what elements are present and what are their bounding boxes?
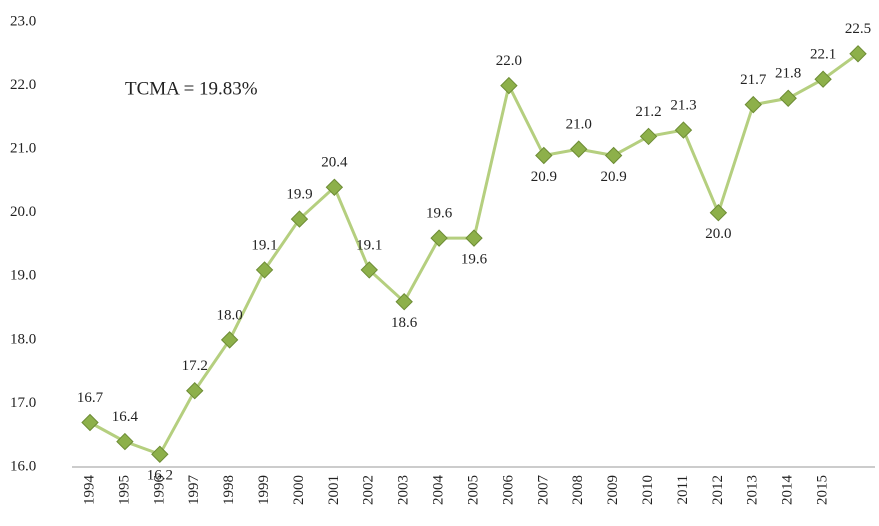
- x-tick-label: 2006: [500, 475, 516, 506]
- value-label: 21.2: [635, 104, 661, 120]
- marker: [849, 45, 867, 63]
- marker: [151, 445, 169, 463]
- marker: [360, 261, 378, 279]
- x-tick-label: 2015: [815, 475, 831, 505]
- value-label: 16.2: [147, 468, 173, 484]
- marker: [325, 178, 344, 196]
- x-tick-label: 1999: [256, 475, 272, 505]
- marker: [430, 229, 448, 247]
- value-label: 19.1: [251, 237, 277, 253]
- y-tick-label: 23.0: [10, 13, 36, 29]
- marker: [814, 70, 832, 88]
- marker: [116, 432, 134, 451]
- marker: [535, 146, 553, 165]
- x-tick-label: 2012: [710, 475, 726, 505]
- marker: [395, 293, 413, 311]
- annotation: TCMA = 19.83%: [125, 78, 258, 99]
- marker: [744, 95, 762, 114]
- y-tick-label: 22.0: [10, 77, 36, 93]
- marker: [639, 127, 658, 146]
- y-tick-label: 18.0: [10, 331, 36, 347]
- x-tick-label: 2005: [465, 475, 481, 505]
- x-tick-label: 1995: [116, 475, 132, 505]
- marker: [674, 121, 693, 139]
- value-label: 16.7: [77, 390, 104, 406]
- x-tick-label: 2014: [780, 475, 796, 506]
- y-tick-label: 21.0: [10, 141, 36, 157]
- value-label: 20.9: [531, 169, 557, 185]
- marker: [220, 331, 239, 349]
- marker: [186, 382, 204, 400]
- y-tick-label: 17.0: [10, 395, 36, 411]
- marker: [255, 261, 274, 279]
- x-tick-label: 2007: [535, 475, 551, 506]
- marker: [290, 210, 309, 228]
- value-label: 22.1: [810, 47, 836, 63]
- value-label: 21.3: [670, 98, 696, 114]
- x-tick-label: 2013: [745, 475, 761, 505]
- x-tick-label: 2001: [326, 475, 342, 505]
- x-tick-label: 2011: [675, 475, 691, 504]
- value-label: 20.4: [321, 155, 348, 171]
- x-tick-label: 1996: [151, 475, 167, 506]
- value-label: 21.8: [775, 66, 801, 82]
- value-label: 22.5: [845, 21, 871, 37]
- value-label: 19.6: [461, 252, 488, 268]
- value-label: 21.7: [740, 72, 767, 88]
- value-label: 19.1: [356, 237, 382, 253]
- marker: [779, 89, 797, 107]
- x-tick-label: 2008: [570, 475, 586, 505]
- value-label: 20.0: [705, 226, 731, 242]
- x-tick-label: 2000: [291, 475, 307, 505]
- marker: [81, 413, 99, 432]
- x-tick-label: 2010: [640, 475, 656, 505]
- marker: [709, 204, 728, 222]
- x-tick-label: 2004: [431, 475, 447, 506]
- x-tick-label: 1994: [81, 475, 97, 506]
- value-label: 20.9: [601, 169, 627, 185]
- value-label: 17.2: [182, 358, 208, 374]
- y-tick-label: 19.0: [10, 268, 36, 284]
- y-tick-label: 20.0: [10, 204, 36, 220]
- x-tick-label: 2002: [361, 475, 377, 505]
- value-label: 18.6: [391, 315, 418, 331]
- value-label: 18.0: [217, 307, 243, 323]
- marker: [500, 76, 518, 95]
- value-label: 19.6: [426, 206, 453, 222]
- y-tick-label: 16.0: [10, 458, 36, 474]
- value-label: 16.4: [112, 409, 139, 425]
- x-tick-label: 1997: [186, 475, 202, 506]
- value-label: 21.0: [566, 117, 592, 133]
- x-tick-label: 1998: [221, 475, 237, 505]
- value-label: 22.0: [496, 53, 522, 69]
- marker: [604, 146, 623, 165]
- value-label: 19.9: [286, 187, 312, 203]
- x-tick-label: 2009: [605, 475, 621, 505]
- x-tick-label: 2003: [396, 475, 412, 505]
- marker: [465, 229, 483, 247]
- marker: [570, 140, 588, 158]
